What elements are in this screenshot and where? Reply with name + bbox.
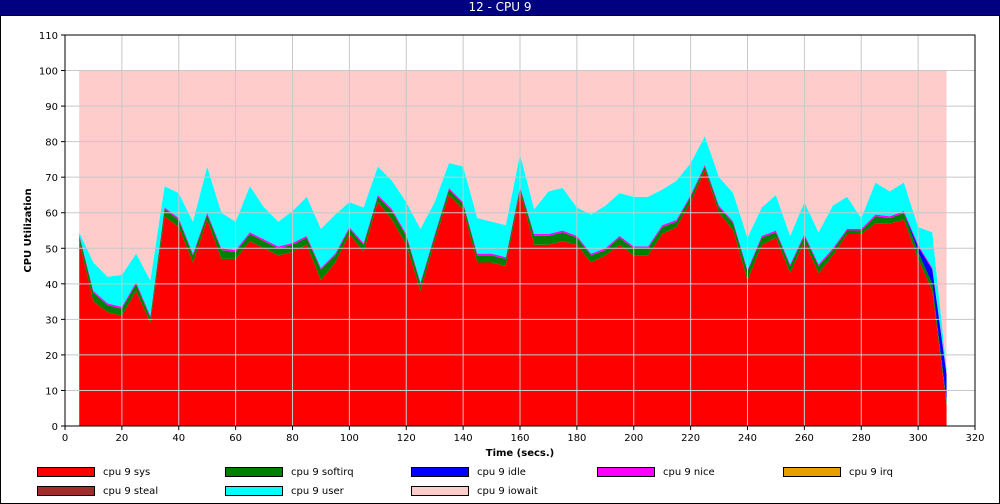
y-tick-label: 70 — [45, 173, 58, 184]
x-tick-label: 80 — [286, 433, 299, 444]
x-tick-label: 180 — [567, 433, 586, 444]
y-tick-label: 60 — [45, 209, 58, 220]
x-tick-label: 300 — [909, 433, 928, 444]
x-tick-label: 120 — [397, 433, 416, 444]
y-axis-label: CPU Utilization — [23, 188, 34, 272]
x-tick-label: 60 — [229, 433, 242, 444]
series-area-cpu-9-iowait — [79, 70, 947, 370]
y-tick-label: 20 — [45, 351, 58, 362]
y-tick-label: 80 — [45, 138, 58, 149]
x-tick-label: 260 — [795, 433, 814, 444]
x-tick-label: 100 — [340, 433, 359, 444]
y-tick-label: 50 — [45, 244, 58, 255]
series-area-cpu-9-user — [79, 136, 947, 373]
x-tick-label: 140 — [454, 433, 473, 444]
window-title: 12 - CPU 9 — [0, 0, 1000, 15]
x-tick-label: 240 — [738, 433, 757, 444]
series-area-cpu-9-sys — [79, 170, 947, 426]
x-tick-label: 0 — [62, 433, 68, 444]
x-tick-label: 280 — [852, 433, 871, 444]
y-tick-label: 40 — [45, 280, 58, 291]
y-tick-label: 100 — [39, 67, 58, 78]
x-tick-label: 220 — [681, 433, 700, 444]
y-tick-label: 10 — [45, 386, 58, 397]
y-tick-label: 90 — [45, 102, 58, 113]
x-tick-label: 160 — [510, 433, 529, 444]
y-tick-label: 30 — [45, 315, 58, 326]
x-tick-label: 200 — [624, 433, 643, 444]
x-tick-label: 320 — [965, 433, 984, 444]
y-tick-label: 0 — [52, 422, 58, 433]
x-tick-label: 20 — [116, 433, 129, 444]
x-tick-label: 40 — [172, 433, 185, 444]
y-tick-label: 110 — [39, 31, 58, 42]
x-axis-label: Time (secs.) — [486, 448, 555, 459]
